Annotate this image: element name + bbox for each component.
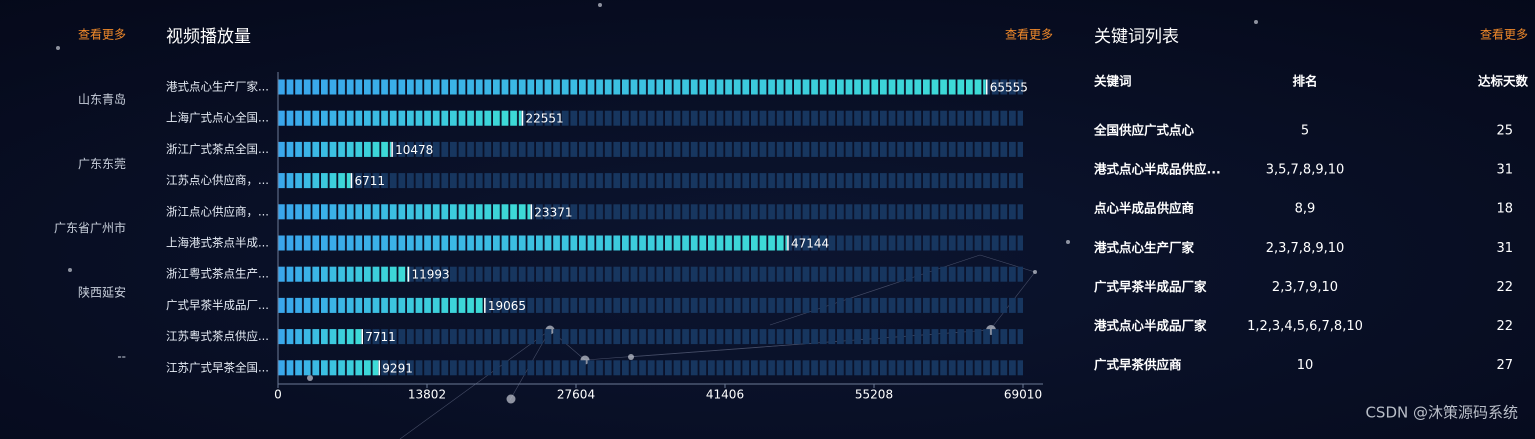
category-label: 上海广式点心全国... xyxy=(166,111,269,125)
bar xyxy=(278,110,522,126)
bar xyxy=(278,266,408,282)
table-cell: 31 xyxy=(1496,163,1513,178)
table-header: 达标天数 xyxy=(1478,74,1529,89)
table-cell: 22 xyxy=(1496,280,1513,295)
table-cell: 8,9 xyxy=(1295,202,1316,217)
value-label: 6711 xyxy=(354,174,385,188)
bar-track xyxy=(278,360,1023,376)
category-label: 江苏点心供应商，... xyxy=(166,173,269,187)
bar xyxy=(278,297,484,313)
category-label: 江苏广式早茶全国... xyxy=(166,360,269,374)
chart-title: 视频播放量 xyxy=(166,27,251,47)
table-cell: 22 xyxy=(1496,319,1513,334)
table-cell: 18 xyxy=(1496,202,1513,217)
x-tick-label: 55208 xyxy=(855,388,893,402)
bar xyxy=(278,173,351,189)
category-label: 江苏粤式茶点供应... xyxy=(166,329,269,343)
table-header: 排名 xyxy=(1292,74,1317,89)
table-cell: 港式点心生产厂家 xyxy=(1094,240,1195,255)
table-cell: 31 xyxy=(1496,241,1513,256)
watermark: CSDN @沐策源码系统 xyxy=(1365,404,1518,422)
table-cell: 5 xyxy=(1301,124,1309,139)
city-item: 陕西延安 xyxy=(78,284,126,299)
bar xyxy=(278,329,362,345)
view-more-link[interactable]: 查看更多 xyxy=(1480,28,1528,42)
category-label: 上海港式茶点半成... xyxy=(166,236,269,250)
value-label: 47144 xyxy=(791,237,829,251)
value-label: 23371 xyxy=(534,205,572,219)
table-cell: 广式早茶半成品厂家 xyxy=(1094,279,1207,294)
bar-track xyxy=(278,329,1023,345)
x-tick-label: 41406 xyxy=(706,388,744,402)
value-label: 65555 xyxy=(990,81,1028,95)
city-item: 山东青岛 xyxy=(78,92,126,107)
bar xyxy=(278,360,379,376)
bar xyxy=(278,204,531,220)
table-cell: 1,2,3,4,5,6,7,8,10 xyxy=(1247,319,1363,334)
bar xyxy=(278,141,392,157)
value-label: 19065 xyxy=(488,299,526,313)
category-label: 广式早茶半成品厂... xyxy=(166,298,269,312)
category-label: 浙江粤式茶点生产... xyxy=(166,267,269,281)
x-tick-label: 0 xyxy=(274,388,282,402)
value-label: 9291 xyxy=(382,361,413,375)
value-label: 11993 xyxy=(411,268,449,282)
table-cell: 港式点心半成品供应... xyxy=(1094,162,1221,177)
table-cell: 25 xyxy=(1496,124,1513,139)
bar-track xyxy=(278,173,1023,189)
table-cell: 广式早茶供应商 xyxy=(1094,357,1182,372)
table-cell: 全国供应广式点心 xyxy=(1093,123,1195,138)
bar-track xyxy=(278,266,1023,282)
category-label: 浙江广式茶点全国... xyxy=(166,142,269,156)
bar xyxy=(278,235,787,251)
x-tick-label: 13802 xyxy=(408,388,446,402)
table-cell: 27 xyxy=(1496,358,1513,373)
x-tick-label: 69010 xyxy=(1004,388,1042,402)
table-cell: 2,3,7,8,9,10 xyxy=(1266,241,1345,256)
table-cell: 港式点心半成品厂家 xyxy=(1094,318,1207,333)
bar-group xyxy=(278,79,1023,376)
bar xyxy=(278,79,986,95)
view-more-link[interactable]: 查看更多 xyxy=(1005,28,1053,42)
value-label: 10478 xyxy=(395,143,433,157)
table-title: 关键词列表 xyxy=(1094,27,1179,47)
table-cell: 10 xyxy=(1297,358,1314,373)
x-tick-label: 27604 xyxy=(557,388,595,402)
city-item: 广东省广州市 xyxy=(54,220,126,235)
view-more-link[interactable]: 查看更多 xyxy=(78,28,126,42)
bar-track xyxy=(278,141,1023,157)
value-label: 7711 xyxy=(365,330,396,344)
table-cell: 2,3,7,9,10 xyxy=(1272,280,1338,295)
bar-chart: 65555 港式点心生产厂家... 22551 上海广式点心全国... 10478 浙江广… xyxy=(166,72,1043,402)
city-item: -- xyxy=(117,350,126,364)
city-item: 广东东莞 xyxy=(78,157,126,171)
category-label: 港式点心生产厂家... xyxy=(166,80,269,94)
table-cell: 3,5,7,8,9,10 xyxy=(1266,163,1345,178)
table-header: 关键词 xyxy=(1094,74,1132,89)
value-label: 22551 xyxy=(525,112,563,126)
table-cell: 点心半成品供应商 xyxy=(1094,201,1194,216)
category-label: 浙江点心供应商，... xyxy=(166,204,269,218)
